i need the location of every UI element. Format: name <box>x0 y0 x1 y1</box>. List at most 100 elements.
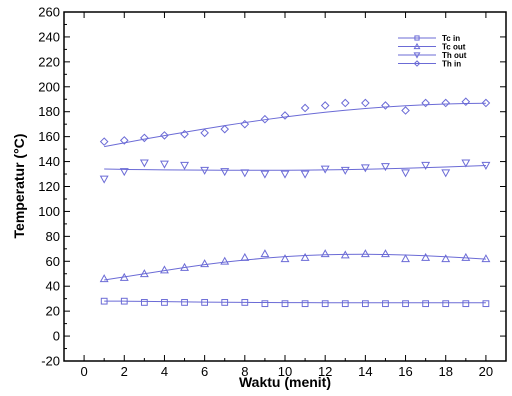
x-tick-label: 14 <box>358 364 372 379</box>
data-point <box>180 262 189 271</box>
y-tick-label: -20 <box>41 354 60 369</box>
y-tick-label: 0 <box>53 329 60 344</box>
data-point <box>401 254 410 263</box>
series-tc-in <box>100 297 490 308</box>
data-point <box>240 169 250 178</box>
data-point <box>481 161 491 170</box>
data-point <box>381 101 390 110</box>
legend-marker <box>413 42 421 50</box>
legend-label: Th in <box>442 60 461 69</box>
data-point <box>340 250 350 259</box>
data-point <box>381 249 390 258</box>
data-point <box>382 300 389 308</box>
data-point <box>139 269 149 278</box>
legend-marker <box>413 60 421 67</box>
data-point <box>139 159 149 168</box>
data-point <box>300 103 310 113</box>
x-tick-label: 18 <box>438 364 452 379</box>
y-tick-label: 20 <box>46 304 60 319</box>
data-point <box>220 256 230 265</box>
data-point <box>361 300 369 308</box>
x-tick-label: 12 <box>318 364 332 379</box>
data-point <box>260 114 270 124</box>
data-point <box>280 111 290 120</box>
data-point <box>100 297 108 305</box>
data-point <box>320 101 330 110</box>
y-tick-label: 240 <box>38 29 60 44</box>
series-th-out <box>99 159 491 184</box>
data-point <box>361 98 370 108</box>
data-point <box>181 299 188 306</box>
y-tick-label: 140 <box>38 154 60 169</box>
x-tick-label: 4 <box>161 364 168 379</box>
series-tc-out <box>99 249 491 283</box>
data-point <box>441 169 451 178</box>
data-point <box>461 159 471 168</box>
data-point <box>360 164 370 173</box>
data-point <box>461 252 471 261</box>
x-tick-label: 6 <box>201 364 208 379</box>
data-point <box>200 259 210 268</box>
x-tick-label: 8 <box>241 364 248 379</box>
y-tick-label: 160 <box>38 129 60 144</box>
data-point <box>461 97 471 107</box>
x-tick-label: 2 <box>121 364 128 379</box>
y-tick-label: 40 <box>46 279 60 294</box>
fit-line <box>104 165 486 171</box>
data-point <box>462 300 470 308</box>
data-point <box>321 300 329 308</box>
y-axis-title: Temperatur (°C) <box>11 134 27 239</box>
data-point <box>441 98 451 108</box>
data-point <box>220 124 230 134</box>
x-tick-label: 0 <box>80 364 87 379</box>
data-point <box>442 300 450 308</box>
y-tick-label: 220 <box>38 54 60 69</box>
data-point <box>482 300 490 308</box>
data-point <box>99 137 109 146</box>
data-point <box>160 160 169 169</box>
data-point <box>241 299 249 306</box>
data-point <box>402 300 409 308</box>
data-point <box>421 252 431 261</box>
data-point <box>481 254 491 263</box>
data-point <box>140 133 149 143</box>
data-point <box>280 254 290 263</box>
data-point <box>119 136 129 145</box>
data-point <box>160 131 169 140</box>
y-tick-label: 100 <box>38 204 60 219</box>
data-point <box>401 169 410 178</box>
data-point <box>240 119 250 129</box>
data-point <box>481 98 491 108</box>
data-point <box>120 297 128 305</box>
data-point <box>421 161 431 170</box>
data-point <box>300 170 310 179</box>
data-point <box>160 265 169 274</box>
data-point <box>422 300 430 308</box>
data-point <box>300 252 310 261</box>
data-point <box>260 170 270 179</box>
data-point <box>119 168 129 177</box>
data-point <box>381 163 390 172</box>
data-point <box>221 299 229 306</box>
series-th-in <box>99 97 491 148</box>
data-point <box>99 175 109 184</box>
data-point <box>301 300 309 308</box>
data-point <box>99 274 109 283</box>
data-point <box>441 254 451 263</box>
legend-item: Tc out <box>398 43 466 52</box>
data-point <box>260 249 270 258</box>
y-tick-label: 200 <box>38 79 60 94</box>
x-tick-label: 20 <box>479 364 493 379</box>
data-point <box>180 129 189 139</box>
data-point <box>340 98 350 108</box>
y-tick-label: 260 <box>38 5 60 20</box>
data-point <box>200 166 210 175</box>
data-point <box>401 106 410 115</box>
data-point <box>341 300 349 308</box>
x-axis-title: Waktu (menit) <box>239 374 331 390</box>
x-tick-label: 16 <box>398 364 412 379</box>
fit-line <box>104 253 486 281</box>
x-tick-label: 10 <box>278 364 292 379</box>
